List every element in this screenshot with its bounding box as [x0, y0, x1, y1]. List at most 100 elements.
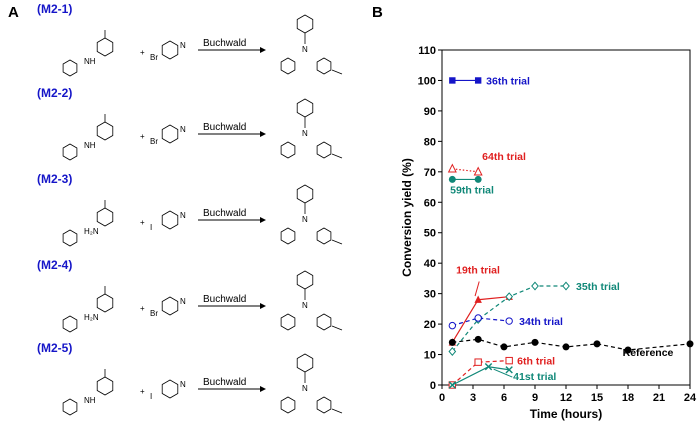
pyrimidine-ring-shape: [161, 379, 179, 399]
benzene-ring-shape: [280, 227, 296, 245]
data-point: [505, 366, 513, 374]
annotation-pointer: [493, 368, 513, 378]
x-tick-label: 12: [560, 392, 572, 404]
benzene-ring-shape: [96, 37, 114, 57]
pyrimidine-ring-shape: [296, 98, 314, 118]
data-point: [531, 281, 539, 291]
series-label: 36th trial: [486, 75, 530, 87]
data-point: [474, 77, 482, 84]
x-axis-label: Time (hours): [530, 407, 602, 421]
data-point: [531, 338, 539, 346]
pyrimidine-ring-shape: [161, 296, 179, 316]
buchwald-label: Buchwald: [203, 294, 246, 305]
y-axis-label: Conversion yield (%): [400, 158, 414, 277]
buchwald-label: Buchwald: [203, 208, 246, 219]
data-point: [562, 343, 570, 351]
buchwald-label: Buchwald: [203, 122, 246, 133]
arrowhead-icon: [260, 303, 266, 309]
series-label: 19th trial: [456, 265, 500, 277]
data-point: [473, 166, 483, 176]
data-point: [448, 347, 457, 356]
nitrogen-atom-label: N: [302, 215, 308, 224]
benzene-ring-shape: [280, 396, 296, 414]
pyrimidine-ring-shape: [161, 210, 179, 230]
data-point: [505, 317, 513, 325]
panel-a-letter: A: [8, 4, 19, 21]
benzene-ring-shape: [316, 396, 332, 414]
series-group: [448, 335, 694, 354]
benzene-ring-shape: [62, 398, 78, 416]
pyrimidine-ring-shape: [161, 124, 179, 144]
x-tick-label: 0: [439, 392, 445, 404]
nitrogen-atom-label: N: [180, 41, 186, 50]
data-point: [448, 381, 457, 389]
data-point: [448, 321, 457, 330]
buchwald-label: Buchwald: [203, 377, 246, 388]
amine-label: NH: [84, 57, 96, 66]
y-tick-label: 60: [424, 197, 436, 209]
benzene-ring-shape: [62, 229, 78, 247]
benzene-ring-shape: [280, 313, 296, 331]
pyrimidine-ring-shape: [296, 353, 314, 373]
methoxy-bond-line: [331, 69, 343, 75]
benzene-ring-shape: [62, 59, 78, 77]
data-point: [449, 77, 456, 84]
methoxy-bond-line: [331, 239, 343, 245]
buchwald-label: Buchwald: [203, 38, 246, 49]
x-tick-label: 24: [684, 392, 697, 404]
reaction-scheme: NH + Br N Buchwald N: [62, 98, 343, 161]
x-tick-label: 18: [622, 392, 634, 404]
amine-label: H₂N: [84, 227, 99, 236]
nitrogen-atom-label: N: [302, 45, 308, 54]
data-point: [474, 175, 482, 183]
arrowhead-icon: [260, 47, 266, 53]
benzene-ring-shape: [280, 57, 296, 75]
data-point: [447, 163, 457, 173]
benzene-ring-shape: [316, 227, 332, 245]
series-group: [448, 314, 513, 330]
data-point: [448, 338, 456, 346]
y-tick-label: 0: [430, 380, 436, 392]
series-label: 41st trial: [513, 371, 556, 383]
series-label: 64th trial: [482, 151, 526, 163]
conversion-yield-chart: 0 10 20 30 40 50 60 70 80 90 100 110 0 3 6 9 12 15 18 21 24 T…: [400, 45, 697, 421]
reaction-id-label: (M2-1): [37, 2, 73, 16]
y-tick-label: 20: [424, 319, 436, 331]
halide-label: Br: [150, 309, 158, 318]
data-point: [505, 292, 514, 302]
y-tick-label: 80: [424, 136, 436, 148]
series-line: [452, 317, 510, 327]
halide-label: I: [150, 392, 152, 401]
benzene-ring-shape: [96, 121, 114, 141]
x-tick-label: 9: [532, 392, 538, 404]
data-point: [474, 335, 482, 343]
pyrimidine-ring-shape: [296, 270, 314, 290]
data-point: [474, 358, 482, 366]
series-group: [447, 163, 483, 176]
reaction-id-label: (M2-5): [37, 341, 73, 355]
plus-sign: +: [140, 48, 145, 57]
x-tick-label: 15: [591, 392, 603, 404]
nitrogen-atom-label: N: [180, 211, 186, 220]
series-label: 6th trial: [517, 356, 555, 368]
y-tick-label: 110: [418, 45, 436, 57]
methoxy-bond-line: [331, 325, 343, 331]
plus-sign: +: [140, 387, 145, 396]
methoxy-bond-line: [331, 153, 343, 159]
arrowhead-icon: [260, 131, 266, 137]
reaction-id-label: (M2-4): [37, 258, 73, 272]
y-tick-label: 10: [424, 350, 436, 362]
amine-label: NH: [84, 141, 96, 150]
data-point: [448, 175, 456, 183]
series-line: [452, 168, 479, 173]
halide-label: Br: [150, 53, 158, 62]
y-tick-label: 100: [418, 75, 436, 87]
data-point: [562, 281, 570, 291]
amine-label: H₂N: [84, 313, 99, 322]
nitrogen-atom-label: N: [302, 384, 308, 393]
x-tick-label: 6: [501, 392, 507, 404]
annotation-pointer: [474, 281, 480, 297]
nitrogen-atom-label: N: [180, 380, 186, 389]
data-point: [624, 346, 632, 354]
y-tick-label: 70: [424, 167, 436, 179]
